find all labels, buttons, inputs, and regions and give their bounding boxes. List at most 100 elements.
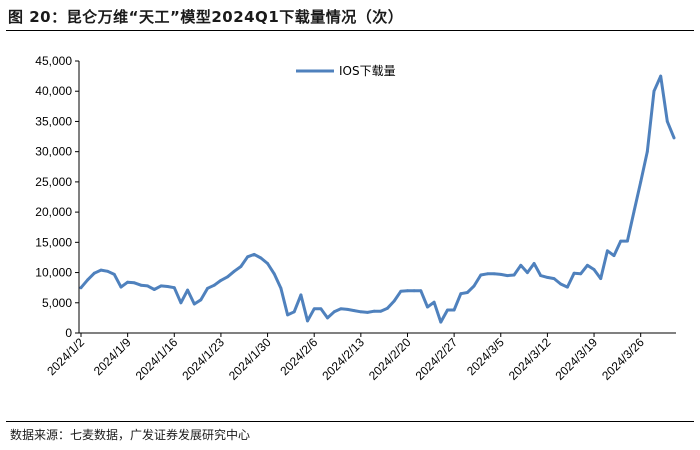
data-point	[446, 308, 449, 312]
data-point	[399, 289, 403, 293]
data-point	[532, 262, 536, 265]
data-point	[639, 180, 643, 184]
data-point	[539, 274, 543, 277]
data-point	[466, 291, 469, 294]
y-tick-label: 40,000	[35, 84, 72, 98]
data-point	[99, 268, 103, 272]
data-point	[452, 308, 456, 312]
data-point	[199, 298, 203, 302]
data-point	[132, 281, 136, 285]
data-point	[272, 272, 276, 276]
data-point	[619, 239, 623, 243]
data-point	[92, 271, 96, 275]
data-point	[119, 285, 123, 289]
data-point	[299, 293, 303, 297]
legend: IOS下载量	[296, 64, 396, 78]
data-point	[226, 275, 230, 279]
figure-title: 图 20：昆仑万维“天工”模型2024Q1下载量情况（次）	[8, 8, 404, 26]
data-point	[326, 316, 329, 320]
data-point	[379, 309, 383, 313]
data-point	[579, 272, 583, 276]
data-point	[239, 265, 243, 268]
x-tick-label: 2024/1/23	[179, 335, 227, 383]
data-point	[179, 301, 183, 305]
data-point	[506, 274, 509, 277]
data-point	[386, 306, 389, 310]
data-point	[252, 253, 256, 256]
data-point	[499, 273, 503, 276]
y-tick-label: 25,000	[35, 175, 72, 189]
data-point	[665, 120, 669, 123]
data-point	[439, 320, 443, 324]
data-point	[212, 283, 216, 287]
data-point	[292, 310, 296, 314]
y-tick-label: 15,000	[35, 235, 72, 249]
data-point	[492, 272, 496, 276]
data-point	[79, 286, 83, 290]
data-point	[572, 271, 576, 275]
data-point	[259, 256, 263, 260]
data-point	[219, 279, 223, 282]
data-point	[339, 307, 343, 311]
data-point	[419, 289, 423, 293]
axes: 0 5,000 10,000 15,000 20,000 25,000 30,000 35,0…	[35, 54, 676, 383]
line-chart: 0 5,000 10,000 15,000 20,000 25,000 30,000 35,0…	[35, 54, 676, 383]
y-tick-label: 5,000	[42, 296, 72, 310]
data-point	[486, 272, 489, 276]
data-point	[652, 89, 656, 93]
data-point	[139, 283, 143, 287]
data-point	[559, 282, 563, 286]
data-point	[412, 289, 416, 293]
data-point	[166, 285, 170, 288]
data-point	[606, 249, 609, 253]
data-point	[592, 268, 596, 271]
x-tick-label: 2024/1/9	[91, 335, 134, 378]
data-point	[332, 310, 336, 314]
data-point	[172, 286, 176, 290]
x-tick-label: 2024/1/2	[44, 335, 87, 378]
x-tick-label: 2024/2/27	[413, 335, 461, 383]
data-point	[206, 286, 210, 290]
source-divider	[6, 421, 694, 422]
y-tick-label: 45,000	[35, 54, 72, 68]
series-line	[79, 74, 676, 324]
data-point	[586, 263, 589, 267]
x-tick-label: 2024/1/16	[133, 335, 181, 383]
data-point	[279, 286, 283, 290]
data-point	[232, 269, 236, 273]
data-point	[346, 308, 349, 311]
data-point	[192, 302, 196, 306]
title-divider	[6, 30, 694, 31]
data-point	[519, 263, 523, 267]
data-point	[306, 319, 309, 323]
y-tick-label: 0	[65, 326, 72, 340]
data-point	[319, 307, 323, 311]
y-tick-label: 35,000	[35, 114, 72, 128]
legend-label: IOS下载量	[339, 64, 396, 78]
data-point	[512, 273, 516, 277]
data-point	[546, 276, 549, 279]
y-tick-label: 10,000	[35, 266, 72, 280]
data-point	[359, 310, 363, 314]
x-tick-label: 2024/3/5	[464, 335, 507, 378]
x-tick-label: 2024/3/12	[506, 335, 554, 383]
data-point	[372, 309, 376, 313]
x-tick-label: 2024/2/20	[366, 335, 414, 383]
data-point	[659, 74, 663, 78]
data-point	[479, 273, 483, 277]
data-point	[645, 150, 649, 154]
data-point	[526, 271, 529, 274]
data-point	[459, 292, 463, 296]
x-tick-label: 2024/2/13	[319, 335, 367, 383]
data-point	[632, 210, 636, 213]
data-point	[152, 288, 156, 291]
data-point	[366, 311, 369, 314]
data-point	[352, 309, 356, 312]
x-tick-label: 2024/3/26	[599, 335, 647, 383]
data-point	[566, 285, 569, 289]
data-point	[186, 288, 190, 292]
data-point	[286, 313, 289, 317]
data-point	[552, 277, 556, 280]
data-point	[599, 277, 603, 280]
data-point	[432, 300, 436, 304]
